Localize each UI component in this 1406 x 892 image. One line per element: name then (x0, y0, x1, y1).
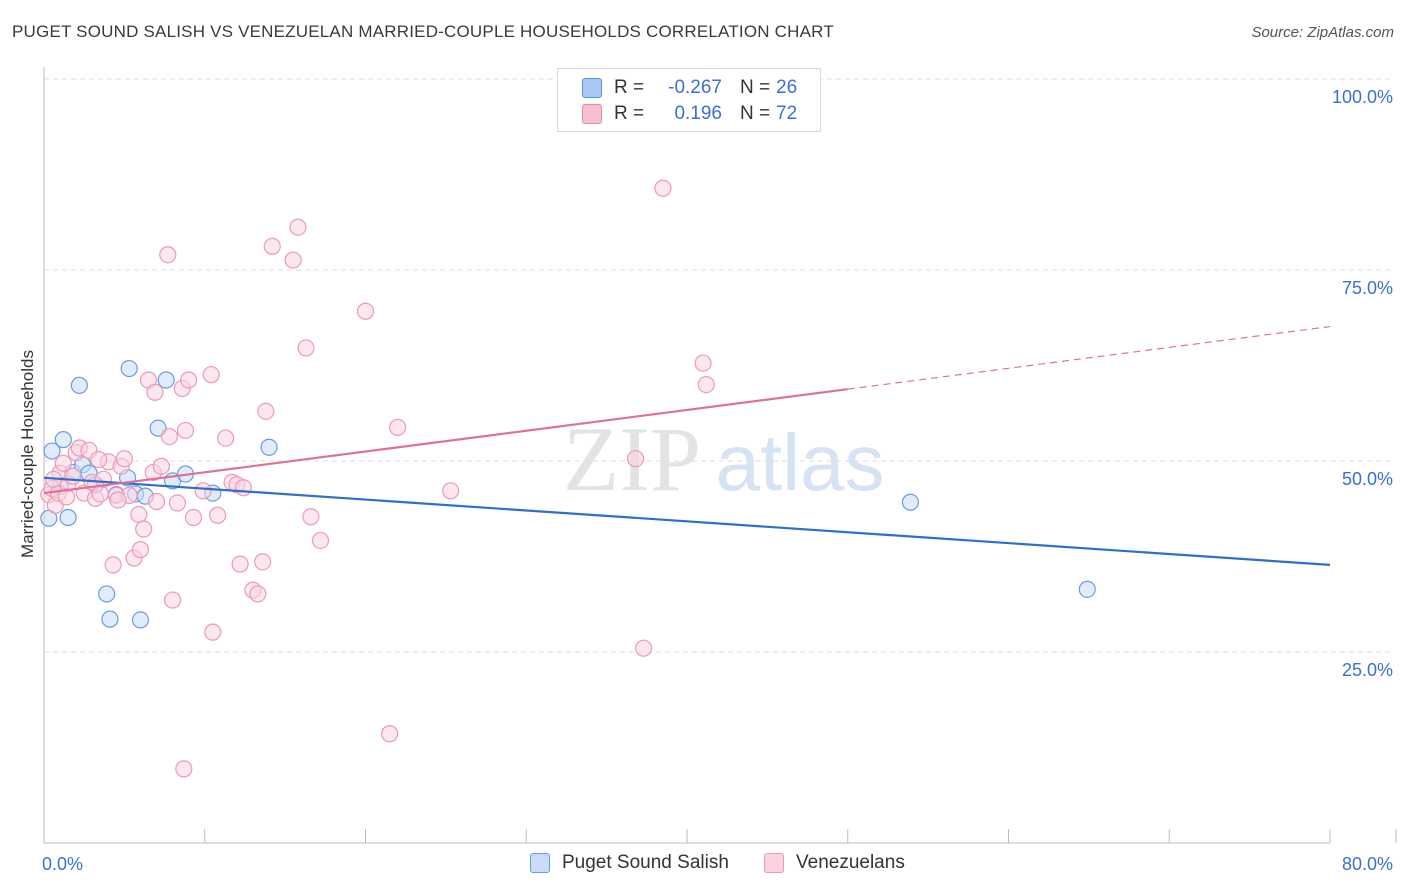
legend-n-value: 72 (776, 103, 798, 124)
point-venezuelans-57 (302, 508, 320, 526)
point-venezuelans-63 (626, 450, 645, 468)
point-venezuelans-5 (54, 454, 72, 472)
point-salish-6 (70, 376, 88, 394)
point-venezuelans-32 (160, 427, 178, 446)
series-label-salish: Puget Sound Salish (562, 852, 729, 873)
y-tick-label-100: 100.0% (1332, 87, 1393, 107)
point-salish-3 (54, 431, 72, 449)
point-venezuelans-25 (135, 520, 153, 538)
legend-n-value: 26 (776, 77, 798, 98)
legend-row-venezuelans: R = 0.196 N = 72 (582, 103, 797, 125)
trend-line-venezuelans (43, 388, 848, 495)
legend-n-label: N = (740, 77, 771, 98)
point-venezuelans-60 (381, 725, 399, 743)
point-venezuelans-14 (91, 485, 109, 503)
point-venezuelans-43 (209, 506, 227, 524)
point-venezuelans-39 (184, 508, 203, 527)
y-tick-label-75: 75.0% (1342, 278, 1393, 298)
series-legend-salish[interactable]: Puget Sound Salish (530, 852, 729, 874)
point-venezuelans-44 (217, 429, 235, 447)
point-venezuelans-7 (64, 467, 82, 485)
point-venezuelans-30 (152, 457, 170, 475)
y-axis-label: Married-couple Households (18, 350, 37, 558)
point-venezuelans-51 (254, 553, 272, 571)
point-salish-16 (131, 611, 150, 629)
point-venezuelans-65 (654, 179, 672, 197)
legend-n-label: N = (740, 103, 771, 124)
legend-swatch-salish (582, 78, 602, 98)
legend-r-value: -0.267 (668, 77, 722, 98)
trend-lines (43, 325, 1331, 567)
point-venezuelans-55 (289, 218, 307, 236)
series-legend-venezuelans[interactable]: Venezuelans (764, 852, 905, 874)
point-salish-14 (120, 359, 138, 378)
watermark: ZIP atlas (563, 408, 884, 510)
point-salish-19 (157, 371, 175, 389)
point-venezuelans-42 (204, 623, 222, 641)
point-venezuelans-20 (115, 450, 133, 468)
point-salish-24 (901, 493, 920, 511)
point-venezuelans-36 (175, 760, 193, 778)
point-venezuelans-56 (297, 339, 315, 357)
point-venezuelans-29 (147, 492, 166, 511)
point-venezuelans-24 (131, 541, 150, 559)
point-venezuelans-66 (694, 354, 712, 372)
point-venezuelans-61 (389, 418, 407, 436)
data-points (40, 179, 1096, 778)
point-salish-23 (260, 438, 278, 456)
point-salish-4 (59, 508, 77, 527)
correlation-legend: R = -0.267 N = 26 R = 0.196 N = 72 (557, 68, 821, 132)
source-label: Source: ZipAtlas.com (1251, 24, 1394, 41)
point-venezuelans-17 (104, 556, 122, 574)
point-venezuelans-67 (697, 376, 715, 394)
chart-title: PUGET SOUND SALISH VS VENEZUELAN MARRIED… (12, 22, 834, 41)
series-swatch-venezuelans (764, 853, 784, 873)
watermark-atlas: atlas (716, 418, 885, 507)
point-venezuelans-28 (146, 383, 164, 401)
point-salish-25 (1078, 580, 1096, 598)
point-venezuelans-52 (257, 402, 275, 420)
legend-r-label: R = (614, 103, 645, 124)
point-salish-1 (43, 442, 61, 460)
point-venezuelans-48 (234, 479, 252, 497)
series-legend: Puget Sound Salish Venezuelans (0, 852, 1406, 876)
point-venezuelans-62 (442, 482, 460, 500)
point-venezuelans-37 (176, 421, 195, 440)
legend-r-value: 0.196 (674, 103, 722, 124)
point-venezuelans-69 (90, 450, 108, 469)
axes (43, 67, 1397, 844)
point-venezuelans-34 (168, 494, 187, 512)
point-venezuelans-70 (109, 491, 127, 509)
trend-line-dashed-venezuelans (847, 325, 1331, 390)
y-tick-label-25: 25.0% (1342, 660, 1393, 680)
x-tick-label-80: 80.0% (1342, 854, 1393, 874)
point-salish-11 (101, 610, 119, 628)
point-venezuelans-58 (311, 531, 330, 550)
point-venezuelans-59 (356, 302, 375, 320)
point-venezuelans-54 (284, 251, 302, 269)
legend-r-label: R = (614, 77, 645, 98)
x-tick-label-0: 0.0% (42, 854, 83, 874)
series-swatch-salish (530, 853, 550, 873)
point-venezuelans-31 (159, 246, 177, 264)
point-venezuelans-38 (180, 371, 198, 389)
y-tick-label-50: 50.0% (1342, 469, 1393, 489)
legend-row-salish: R = -0.267 N = 26 (582, 77, 797, 99)
point-venezuelans-33 (164, 591, 182, 609)
series-label-venezuelans: Venezuelans (796, 852, 905, 873)
legend-swatch-venezuelans (582, 104, 602, 124)
point-venezuelans-71 (57, 488, 76, 506)
point-venezuelans-40 (194, 482, 212, 500)
point-venezuelans-64 (634, 639, 653, 657)
tick-labels: 25.0% 50.0% 75.0% 100.0% 0.0% 80.0% (42, 87, 1393, 874)
point-venezuelans-53 (263, 237, 281, 255)
point-venezuelans-41 (202, 366, 220, 384)
point-venezuelans-47 (231, 555, 249, 573)
point-venezuelans-50 (249, 585, 267, 603)
trend-line-salish (43, 476, 1331, 567)
point-venezuelans-23 (130, 505, 148, 524)
point-venezuelans-15 (94, 470, 113, 488)
point-salish-10 (98, 585, 116, 603)
